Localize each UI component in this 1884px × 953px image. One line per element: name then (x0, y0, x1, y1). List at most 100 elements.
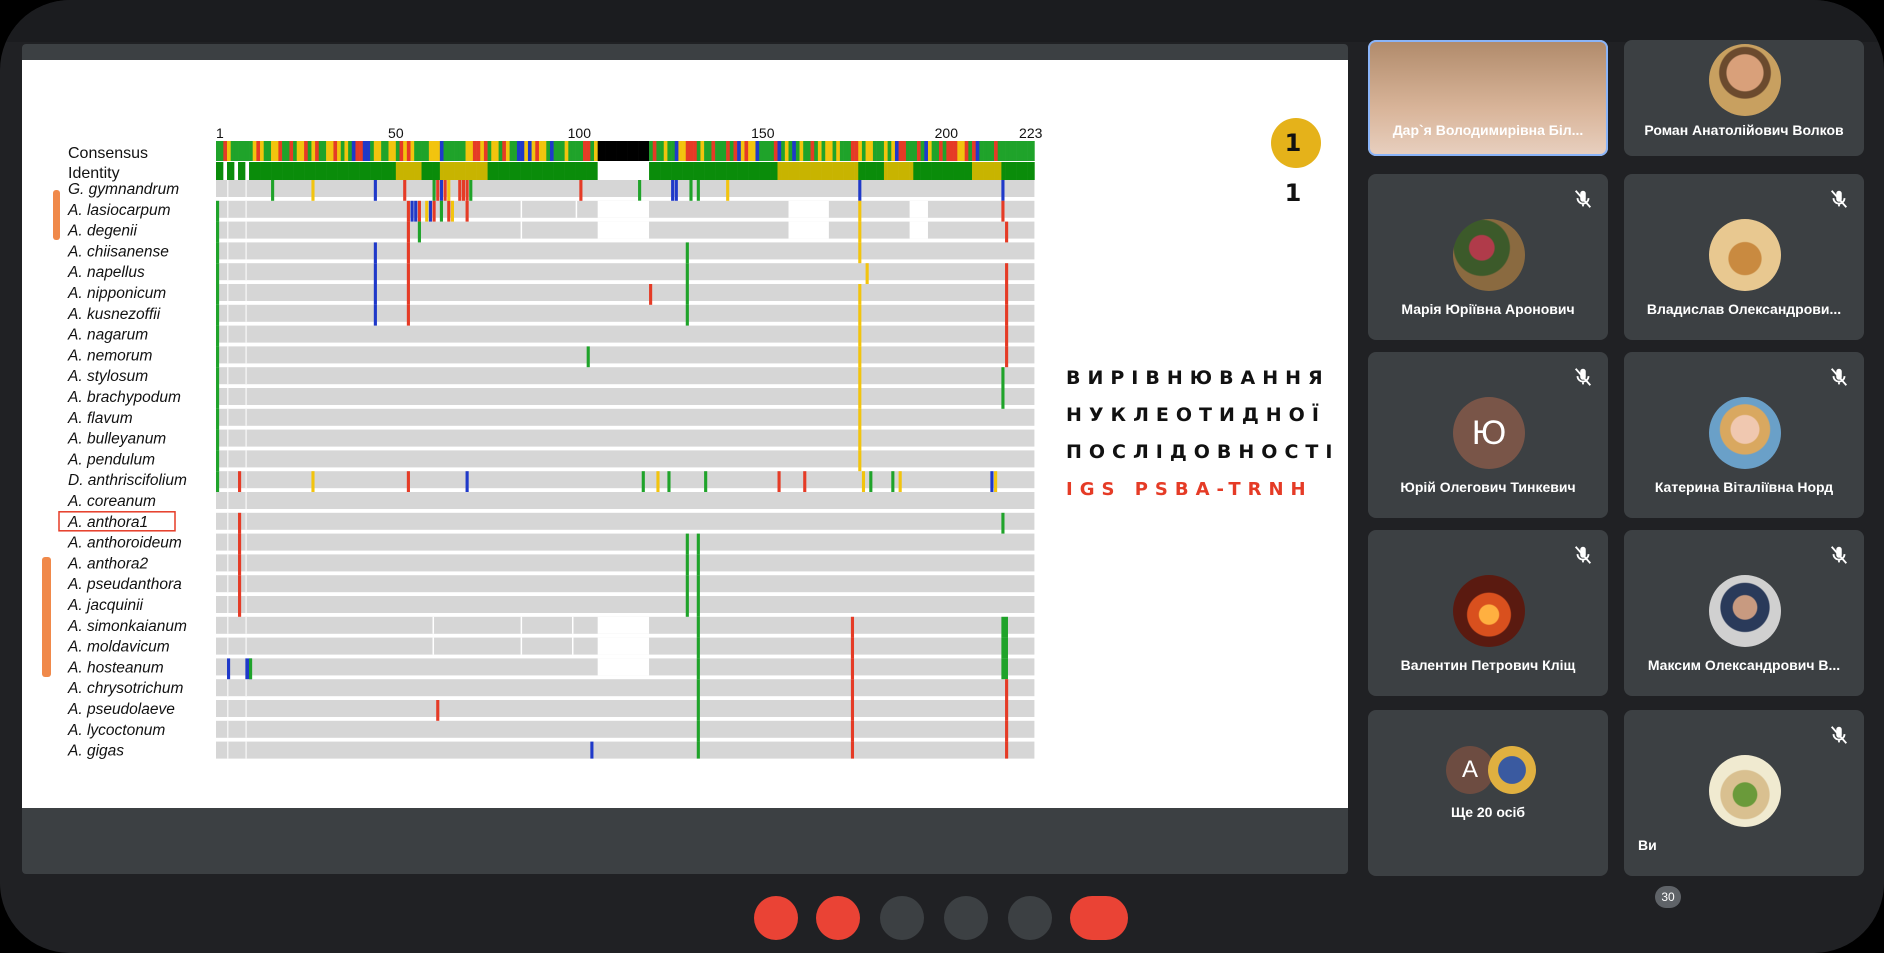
variant-mark (1005, 741, 1009, 759)
identity-cell (968, 162, 973, 180)
variant-mark (238, 554, 242, 576)
participant-tile[interactable]: Ю Юрій Олегович Тинкевич (1368, 352, 1608, 518)
consensus-cell (942, 141, 947, 161)
consensus-cell (770, 141, 775, 161)
consensus-cell (410, 141, 415, 161)
variant-mark (685, 554, 689, 576)
consensus-cell (641, 141, 646, 161)
species-label: A. pendulum (67, 451, 155, 468)
participant-name: Владислав Олександрови... (1646, 301, 1842, 317)
ruler-tick-label: 50 (388, 125, 404, 141)
consensus-cell (601, 141, 606, 161)
variant-mark (850, 616, 855, 638)
consensus-cell (216, 141, 220, 161)
consensus-cell (476, 141, 481, 161)
variant-mark (271, 180, 275, 201)
gap-column (245, 304, 247, 322)
variant-mark (216, 200, 220, 222)
ruler-tick-label: 1 (216, 125, 224, 141)
participant-tile[interactable]: A Ще 20 осіб (1368, 710, 1608, 876)
participant-tile[interactable]: Максим Олександрович В... (1624, 530, 1864, 696)
consensus-cell (788, 141, 793, 161)
participant-avatar-2 (1488, 746, 1536, 794)
mic-toggle-button[interactable] (754, 896, 798, 940)
consensus-cell (839, 141, 844, 161)
variant-mark (216, 408, 220, 430)
identity-cell (329, 162, 334, 180)
identity-cell (707, 162, 712, 180)
identity-cell (461, 162, 466, 180)
sequence-row (216, 180, 1035, 197)
identity-cell (689, 162, 694, 180)
more-options-button[interactable] (1008, 896, 1052, 940)
gap-column (245, 554, 247, 572)
participant-name: Ще 20 осіб (1450, 804, 1526, 820)
variant-mark (696, 700, 700, 721)
variant-mark (590, 741, 594, 759)
participant-tile[interactable]: Катерина Віталіївна Норд (1624, 352, 1864, 518)
identity-cell (755, 162, 760, 180)
participant-tile[interactable]: Марія Юріївна Аронович (1368, 174, 1608, 340)
identity-cell (942, 162, 947, 180)
identity-cell (854, 162, 859, 180)
variant-mark (850, 658, 855, 680)
consensus-cell (304, 141, 309, 161)
participant-name: Валентин Петрович Кліщ (1400, 657, 1576, 673)
consensus-cell (241, 141, 246, 161)
variant-mark (1005, 679, 1009, 700)
consensus-cell (751, 141, 756, 161)
gap-column (245, 616, 247, 634)
leave-call-button[interactable] (1070, 896, 1128, 940)
variant-mark (990, 471, 994, 492)
identity-cell (975, 162, 980, 180)
identity-cell (935, 162, 940, 180)
participant-avatar (1709, 397, 1781, 469)
consensus-cell (810, 141, 815, 161)
variant-mark (685, 242, 689, 264)
variant-mark (850, 741, 855, 759)
camera-toggle-button[interactable] (816, 896, 860, 940)
identity-cell (311, 162, 316, 180)
consensus-cell (961, 141, 965, 161)
variant-mark (858, 388, 862, 409)
consensus-cell (902, 141, 907, 161)
presentation-slide: 1 50 100 150 200 223 Consensus Identity G. gymna… (22, 60, 1348, 808)
gap-column (245, 221, 247, 239)
consensus-cell (274, 141, 279, 161)
consensus-cell (597, 141, 602, 161)
identity-cell (612, 162, 617, 180)
identity-cell (491, 162, 496, 180)
consensus-cell (520, 141, 525, 161)
consensus-cell (278, 141, 283, 161)
identity-cell (623, 162, 628, 180)
consensus-cell (293, 141, 298, 161)
consensus-cell (461, 141, 466, 161)
variant-mark (216, 242, 220, 264)
identity-cell (579, 162, 584, 180)
participant-tile[interactable]: Роман Анатолійович Волков (1624, 40, 1864, 156)
captions-button[interactable] (880, 896, 924, 940)
variant-mark (858, 304, 862, 326)
slide-title-line-2: НУКЛЕОТИДНОЇ (1066, 404, 1326, 426)
participant-tile[interactable]: Дар`я Володимирівна Біл... (1368, 40, 1608, 156)
participant-tile[interactable]: Валентин Петрович Кліщ (1368, 530, 1608, 696)
gap-block (520, 200, 523, 218)
participant-tile[interactable]: Владислав Олександрови... (1624, 174, 1864, 340)
consensus-cell (307, 141, 312, 161)
variant-mark (216, 450, 220, 472)
consensus-cell (850, 141, 855, 161)
identity-cell (1001, 162, 1006, 180)
variant-mark (696, 596, 700, 617)
variant-mark (216, 221, 220, 243)
consensus-cell (579, 141, 584, 161)
species-label: A. stylosum (67, 368, 148, 385)
species-label: A. gigas (67, 743, 124, 760)
variant-mark (373, 263, 377, 284)
participant-tile[interactable]: Ви (1624, 710, 1864, 876)
identity-cell (293, 162, 298, 180)
consensus-cell (502, 141, 507, 161)
variant-mark (1005, 700, 1009, 721)
participant-name: Роман Анатолійович Волков (1644, 122, 1844, 138)
identity-cell (436, 162, 441, 180)
raise-hand-button[interactable] (944, 896, 988, 940)
